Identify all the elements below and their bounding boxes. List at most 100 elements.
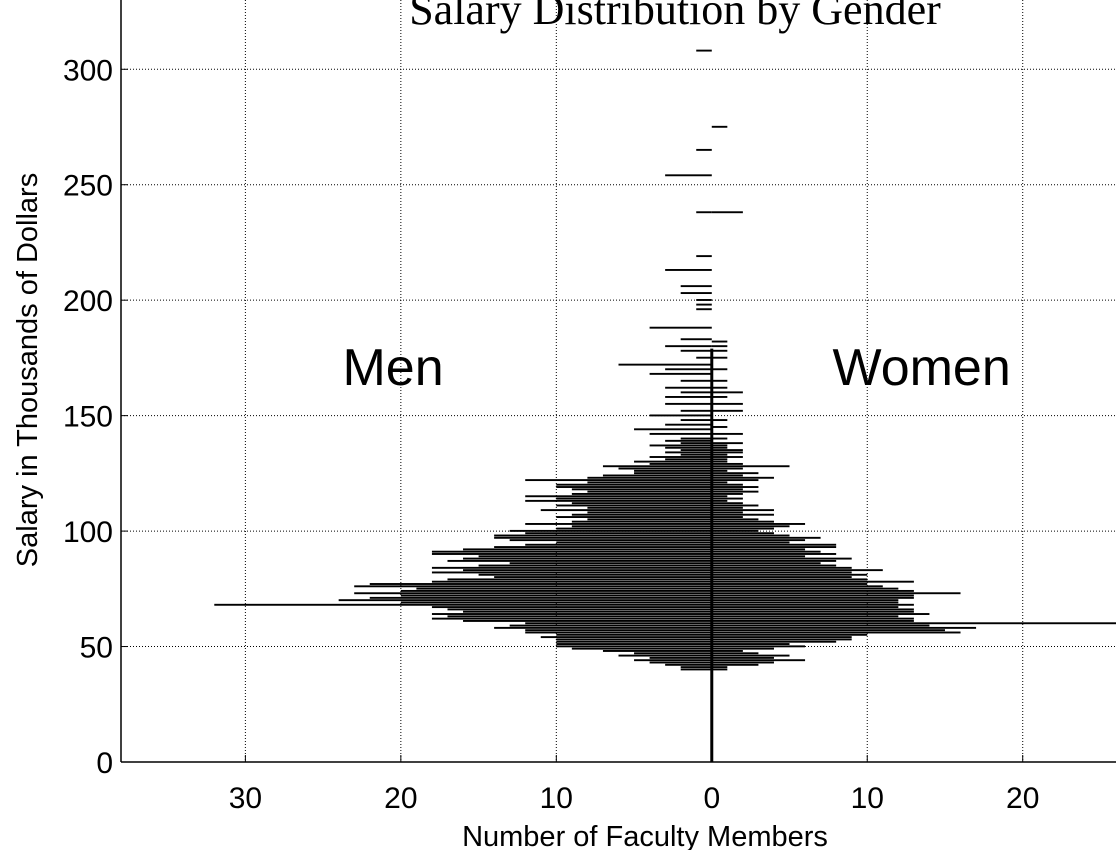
bar-men [400,594,712,597]
bar-women [711,643,790,645]
bar-men [556,645,712,648]
bar-women [711,650,743,652]
bar-men [556,486,712,488]
bar-women [711,479,759,482]
bar-men [525,499,712,502]
y-tick-label: 50 [80,632,113,665]
bar-men [447,578,712,581]
bar-men [696,211,712,214]
bar-women [711,449,743,452]
x-tick-label: 20 [384,782,417,815]
bar-women [711,603,914,606]
bar-women [711,617,914,620]
bar-men [525,523,712,525]
bar-women [711,546,837,549]
bar-men [618,654,712,657]
grid-lines [121,0,1116,762]
bar-men [525,543,712,546]
bar-women [711,444,728,447]
y-tick-label: 200 [63,285,113,318]
bar-women [711,647,774,650]
bar-men [665,368,712,371]
bar-men [556,643,712,645]
group-annotations: Men Women [342,339,1010,397]
y-tick-label: 150 [63,401,113,434]
bar-women [711,615,899,618]
bar-women [711,483,743,486]
group-label-women: Women [833,339,1011,397]
bar-men [649,456,712,458]
bar-men [478,564,712,567]
bar-women [711,527,774,530]
bar-women [711,509,774,512]
bar-women [711,516,743,518]
bar-men [680,349,712,352]
chart-title: Salary Distribution by Gender [409,0,941,34]
x-axis-label: Number of Faculty Members [462,821,828,850]
bar-men [540,636,712,639]
bar-women [711,534,790,537]
bar-men [571,502,712,505]
bar-women [711,446,728,449]
x-tick-label: 10 [851,782,884,815]
bar-women [711,578,868,581]
bar-women [711,402,743,405]
bar-men [634,652,712,655]
bar-men [556,638,712,641]
bar-men [556,640,712,643]
bar-men [571,513,712,516]
bar-men [587,476,712,479]
bar-men [680,391,712,394]
bar-women [711,610,914,613]
bar-men [494,534,712,537]
bar-men [556,541,712,544]
x-tick-label: 30 [229,782,262,815]
bar-men [649,326,712,329]
bar-men [649,462,712,465]
bar-women [711,523,806,525]
bar-women [711,599,899,602]
bar-men [338,599,712,602]
bar-women [711,564,837,567]
bar-men [602,465,712,468]
bar-men [649,372,712,375]
y-tick-labels: 0 50 100 150 200 250 300 [63,54,128,780]
bar-men [431,617,712,620]
bar-men [587,490,712,493]
bar-women [711,622,1116,625]
bar-men [571,647,712,650]
bars [214,49,1116,671]
bar-men [447,608,712,611]
bar-women [711,659,806,662]
bar-women [711,576,852,579]
bar-women [711,525,790,528]
bar-men [571,488,712,491]
bar-men [447,615,712,618]
bar-men [696,356,712,359]
bar-men [680,379,712,382]
bar-men [556,527,712,530]
bar-women [711,613,930,615]
bar-women [711,550,821,553]
bar-men [509,539,712,542]
bar-women [711,474,743,477]
bar-women [711,490,759,493]
bar-men [556,497,712,500]
bar-women [711,557,852,560]
bar-men [680,292,712,295]
bar-men [416,587,712,590]
bar-women [711,559,837,562]
bar-women [711,481,728,484]
bar-men [649,656,712,659]
bar-women [711,601,899,604]
bar-women [711,668,728,671]
bar-men [634,659,712,662]
bar-men [400,589,712,592]
bar-men [463,569,712,572]
bar-men [556,483,712,486]
bar-women [711,125,728,128]
bar-women [711,541,790,544]
bar-women [711,562,821,565]
bar-men [431,580,712,583]
bar-men [587,511,712,514]
